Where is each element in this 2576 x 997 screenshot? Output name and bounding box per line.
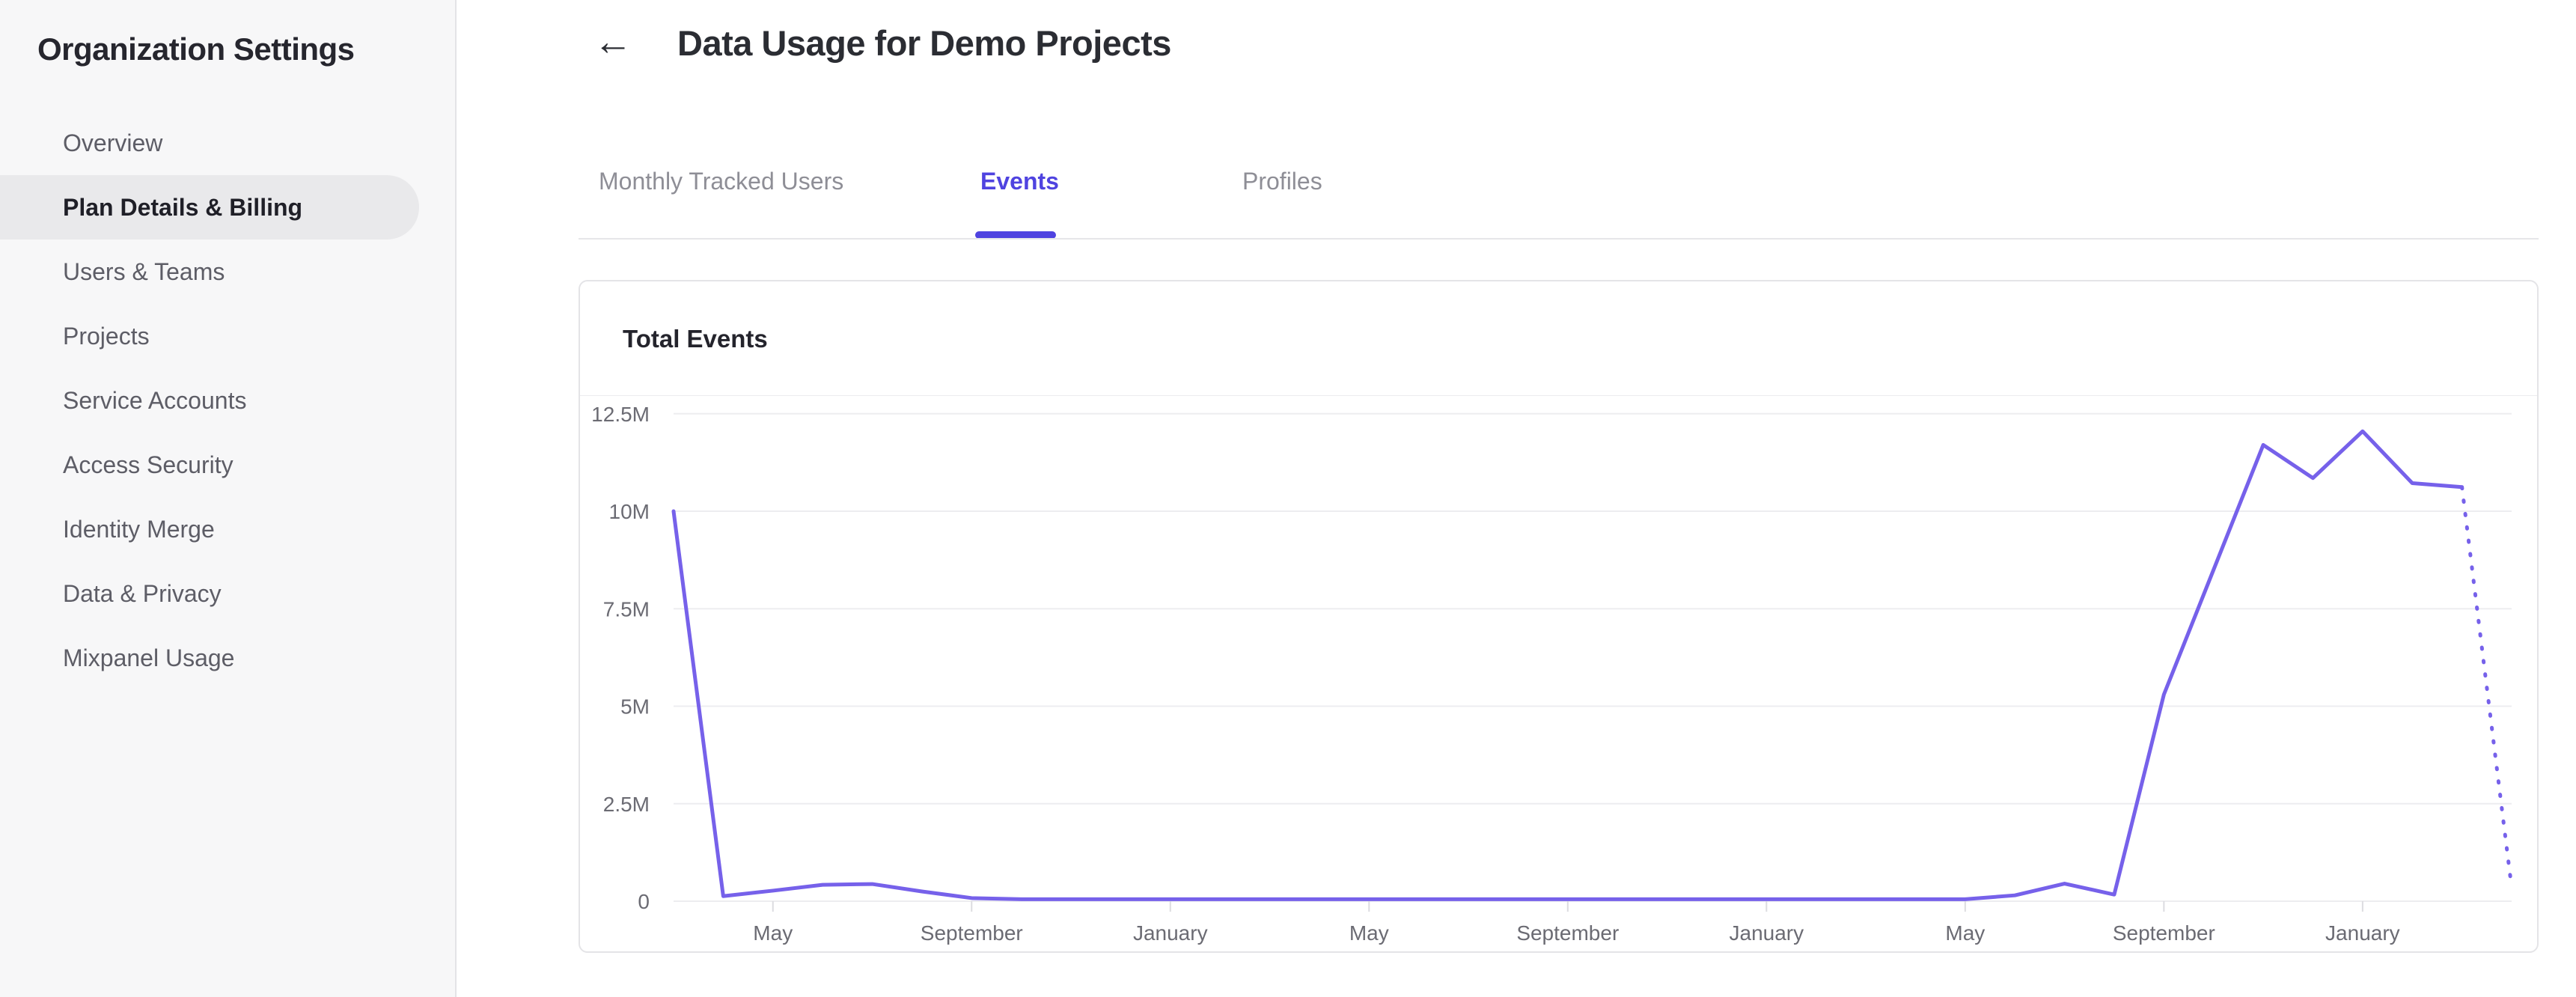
sidebar-item-access-security[interactable]: Access Security xyxy=(63,451,234,478)
x-axis-label: January xyxy=(2325,921,2400,945)
tab-profiles[interactable]: Profiles xyxy=(1242,168,1322,195)
tab-events[interactable]: Events xyxy=(980,168,1059,195)
sidebar-item-mixpanel-usage[interactable]: Mixpanel Usage xyxy=(63,644,235,671)
sidebar-item-identity-merge[interactable]: Identity Merge xyxy=(63,515,215,543)
card-header-divider xyxy=(580,395,2537,396)
y-axis-label: 2.5M xyxy=(603,793,650,816)
sidebar-item-plan-details-billing[interactable]: Plan Details & Billing xyxy=(0,175,419,240)
page-title: Data Usage for Demo Projects xyxy=(677,23,1171,63)
sidebar-item-data-privacy[interactable]: Data & Privacy xyxy=(63,579,222,607)
sidebar-nav: Overview Plan Details & Billing Users & Te… xyxy=(0,111,455,690)
chart-title: Total Events xyxy=(623,325,768,353)
sidebar-title: Organization Settings xyxy=(37,31,355,67)
tab-monthly-tracked-users[interactable]: Monthly Tracked Users xyxy=(599,168,844,195)
tabs-divider xyxy=(579,238,2539,240)
events-line-projected xyxy=(2460,485,2514,890)
y-axis-label: 10M xyxy=(609,500,650,523)
x-axis-label: January xyxy=(1730,921,1804,945)
total-events-card: Total Events xyxy=(579,280,2539,953)
sidebar-item-projects[interactable]: Projects xyxy=(63,322,150,350)
sidebar-item-service-accounts[interactable]: Service Accounts xyxy=(63,386,247,414)
y-axis-label: 5M xyxy=(620,695,650,719)
y-axis-label: 0 xyxy=(638,890,650,913)
active-tab-underline xyxy=(975,231,1056,239)
x-axis-label: September xyxy=(2113,921,2215,945)
events-line xyxy=(671,429,2464,901)
sidebar: Organization Settings Overview Plan Detai… xyxy=(0,0,457,997)
sidebar-item-overview[interactable]: Overview xyxy=(63,129,163,156)
total-events-chart: 12.5M 10M 7.5M 5M 2.5M 0 May September January Ma… xyxy=(591,403,2514,945)
x-axis-label: January xyxy=(1133,921,1208,945)
x-axis-label: May xyxy=(1349,921,1389,945)
back-arrow-icon[interactable]: ← xyxy=(593,20,632,64)
x-axis-label: May xyxy=(753,921,793,945)
y-axis-label: 7.5M xyxy=(603,597,650,621)
x-axis-label: May xyxy=(1945,921,1985,945)
x-axis-label: September xyxy=(921,921,1023,945)
sidebar-item-users-teams[interactable]: Users & Teams xyxy=(63,257,225,285)
y-axis-label: 12.5M xyxy=(591,403,650,426)
x-axis-label: September xyxy=(1516,921,1619,945)
